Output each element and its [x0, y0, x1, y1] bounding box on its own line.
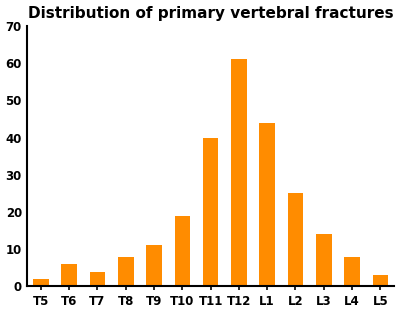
Bar — [174, 216, 190, 286]
Title: Distribution of primary vertebral fractures: Distribution of primary vertebral fractu… — [28, 6, 394, 20]
Bar — [344, 257, 360, 286]
Bar — [316, 234, 332, 286]
Bar — [146, 246, 162, 286]
Bar — [33, 279, 49, 286]
Bar — [203, 138, 218, 286]
Bar — [231, 59, 247, 286]
Bar — [118, 257, 134, 286]
Bar — [288, 193, 303, 286]
Bar — [62, 264, 77, 286]
Bar — [372, 275, 388, 286]
Bar — [260, 123, 275, 286]
Bar — [90, 272, 105, 286]
